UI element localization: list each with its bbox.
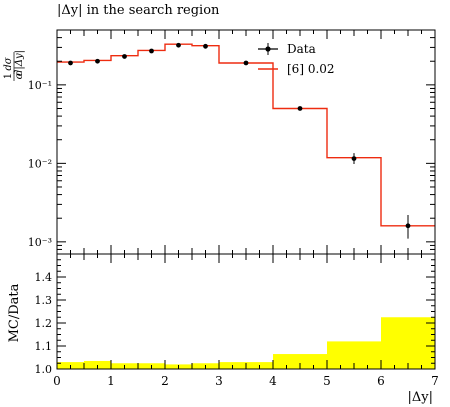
data-point <box>351 156 357 161</box>
x-tick-label: 4 <box>269 374 277 388</box>
ratio-panel: 0 1 2 3 4 5 6 7 |Δy| 1.0 1.1 1.2 1.3 1.4 <box>35 253 439 405</box>
ratio-bar <box>84 360 111 369</box>
y-tick-label: 10⁻² <box>28 157 52 170</box>
ratio-y-tick-label: 1.2 <box>35 317 53 330</box>
legend-data-marker <box>265 46 271 52</box>
ratio-y-tick-label: 1.1 <box>35 340 53 353</box>
data-point <box>149 48 154 54</box>
data-point <box>243 60 249 66</box>
legend: Data [6] 0.02 <box>258 42 335 76</box>
y-tick-label: 10⁻¹ <box>28 79 52 92</box>
data-point <box>203 43 208 49</box>
main-ylabel: 1 σ dσ d|Δy| <box>3 50 25 81</box>
main-panel: 10⁻³ 10⁻² 10⁻¹ Data [6] 0.02 <box>28 29 436 255</box>
mc-step-line <box>57 43 435 227</box>
data-point <box>95 58 100 64</box>
legend-mc-label: [6] 0.02 <box>287 62 335 76</box>
ratio-y-tick-label: 1.4 <box>35 271 53 284</box>
x-tick-label: 7 <box>431 374 439 388</box>
data-point <box>68 60 73 66</box>
svg-text:d|Δy|: d|Δy| <box>14 50 25 76</box>
x-tick-label: 1 <box>107 374 115 388</box>
data-point <box>176 42 181 48</box>
ratio-bar <box>381 317 435 369</box>
data-point <box>297 106 303 111</box>
x-tick-label: 2 <box>161 374 169 388</box>
x-axis-label: |Δy| <box>408 390 434 405</box>
chart-title: |Δy| in the search region <box>57 3 220 18</box>
svg-text:1: 1 <box>3 73 14 79</box>
data-point <box>122 54 127 59</box>
x-tick-label: 5 <box>323 374 331 388</box>
ratio-y-tick-label: 1.3 <box>35 294 53 307</box>
ratio-ylabel: MC/Data <box>7 283 22 342</box>
y-tick-label: 10⁻³ <box>28 236 52 249</box>
svg-text:dσ: dσ <box>3 56 14 70</box>
x-tick-label: 6 <box>377 374 385 388</box>
ratio-y-tick-label: 1.0 <box>35 363 53 376</box>
legend-data-label: Data <box>287 42 316 56</box>
x-tick-label: 3 <box>215 374 223 388</box>
svg-text:σ: σ <box>14 71 25 79</box>
x-tick-label: 0 <box>53 374 61 388</box>
data-point <box>405 223 411 229</box>
